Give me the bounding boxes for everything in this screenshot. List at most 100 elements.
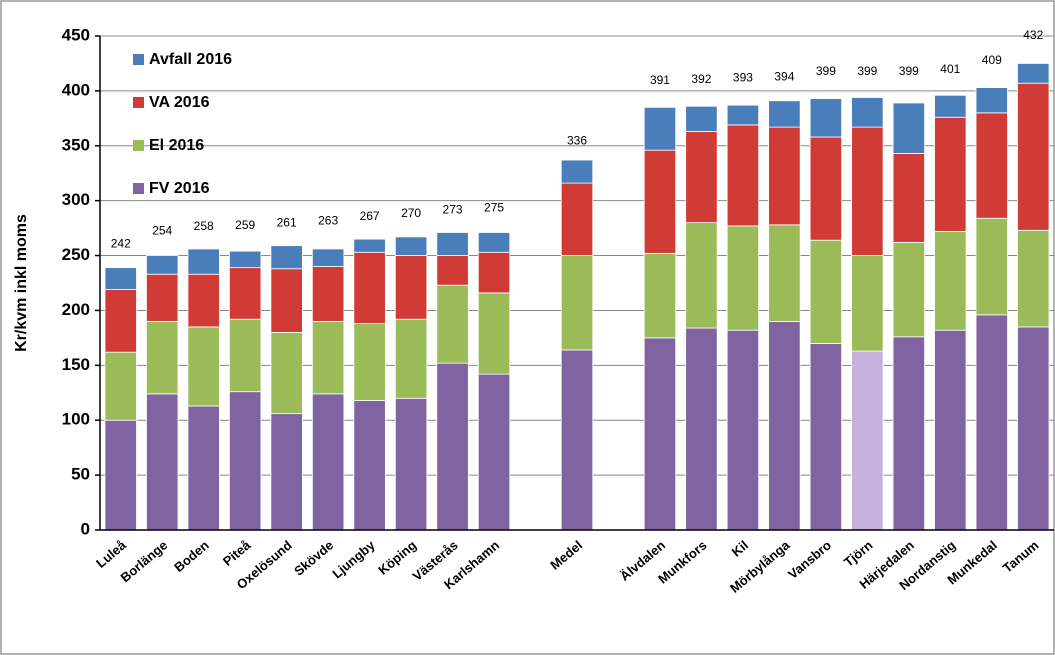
legend-label: Avfall 2016 xyxy=(149,51,232,68)
y-tick-label: 100 xyxy=(62,410,90,429)
bar-segment xyxy=(934,329,967,531)
bar-segment xyxy=(436,232,469,256)
bar-segment xyxy=(685,327,718,531)
bar-segment xyxy=(975,87,1008,114)
bar-segment xyxy=(685,131,718,224)
bar-segment xyxy=(229,391,262,531)
bar-segment xyxy=(1017,82,1050,231)
bar-segment xyxy=(353,323,386,401)
total-label: 399 xyxy=(857,64,877,78)
bar-segment xyxy=(851,350,884,531)
bar-segment xyxy=(934,231,967,331)
bar-segment xyxy=(643,337,677,531)
bar-segment xyxy=(726,329,760,531)
bar-segment xyxy=(768,100,801,128)
bar-segment xyxy=(187,405,220,531)
bar-segment xyxy=(685,105,718,132)
bar-segment xyxy=(975,314,1008,531)
total-label: 399 xyxy=(816,64,836,78)
bar-segment xyxy=(809,136,843,241)
bar-segment xyxy=(975,112,1008,219)
bar-segment xyxy=(229,318,262,393)
bar-segment xyxy=(1017,326,1050,531)
total-label: 391 xyxy=(650,73,670,87)
legend-label: VA 2016 xyxy=(149,94,210,111)
bar-segment xyxy=(229,250,262,269)
bar-segment xyxy=(187,273,220,328)
total-label: 261 xyxy=(277,216,297,230)
bar-segment xyxy=(477,232,511,253)
bar-segment xyxy=(851,126,884,256)
bar-segment xyxy=(187,248,220,275)
total-label: 394 xyxy=(774,70,794,84)
bar-segment xyxy=(146,321,179,395)
legend-swatch xyxy=(133,140,144,151)
total-label: 336 xyxy=(567,133,587,147)
bar-segment xyxy=(809,239,843,344)
total-label: 254 xyxy=(152,223,172,237)
bar-segment xyxy=(685,222,718,329)
bar-segment xyxy=(146,273,179,322)
legend-label: FV 2016 xyxy=(149,180,210,197)
total-label: 275 xyxy=(484,200,504,214)
bar-segment xyxy=(768,224,801,322)
bar-segment xyxy=(560,255,594,351)
y-tick-label: 350 xyxy=(62,135,90,154)
bar-segment xyxy=(643,149,677,254)
bar-segment xyxy=(104,289,137,353)
bar-segment xyxy=(643,106,677,151)
bar-segment xyxy=(934,116,967,232)
bar-segment xyxy=(768,126,801,226)
bar-segment xyxy=(146,393,179,531)
y-tick-label: 150 xyxy=(62,355,90,374)
y-tick-label: 450 xyxy=(62,25,90,44)
y-tick-label: 0 xyxy=(81,519,90,538)
bar-segment xyxy=(1017,229,1050,328)
bar-segment xyxy=(394,255,428,320)
bar-segment xyxy=(104,267,137,290)
total-label: 399 xyxy=(899,64,919,78)
bar-segment xyxy=(560,182,594,256)
total-label: 409 xyxy=(982,53,1002,67)
bar-segment xyxy=(809,98,843,138)
bar-segment xyxy=(436,284,469,364)
bar-segment xyxy=(311,248,345,267)
total-label: 392 xyxy=(691,72,711,86)
bar-segment xyxy=(311,393,345,531)
legend-swatch xyxy=(133,183,144,194)
legend-swatch xyxy=(133,54,144,65)
bar-segment xyxy=(934,94,967,118)
bar-segment xyxy=(436,362,469,531)
bar-segment xyxy=(353,400,386,531)
bar-segment xyxy=(477,292,511,375)
legend-label: El 2016 xyxy=(149,137,204,154)
total-label: 401 xyxy=(940,62,960,76)
bar-segment xyxy=(726,124,760,227)
bar-segment xyxy=(394,236,428,256)
bar-segment xyxy=(892,241,925,338)
bar-segment xyxy=(394,318,428,399)
bar-segment xyxy=(851,255,884,352)
bar-segment xyxy=(809,342,843,531)
bar-segment xyxy=(560,159,594,184)
total-label: 242 xyxy=(111,237,131,251)
bar-segment xyxy=(975,217,1008,316)
total-label: 270 xyxy=(401,206,421,220)
bar-segment xyxy=(104,351,137,421)
total-label: 263 xyxy=(318,213,338,227)
total-label: 258 xyxy=(194,219,214,233)
total-label: 432 xyxy=(1023,28,1043,42)
bar-segment xyxy=(353,238,386,253)
total-label: 259 xyxy=(235,218,255,232)
bar-segment xyxy=(104,419,137,531)
y-tick-label: 50 xyxy=(71,465,90,484)
bar-segment xyxy=(270,268,303,333)
bar-segment xyxy=(270,245,303,270)
bar-segment xyxy=(270,331,303,415)
bar-segment xyxy=(311,266,345,322)
bar-segment xyxy=(560,349,594,531)
bar-segment xyxy=(311,321,345,395)
bar-segment xyxy=(436,255,469,286)
total-label: 273 xyxy=(443,202,463,216)
